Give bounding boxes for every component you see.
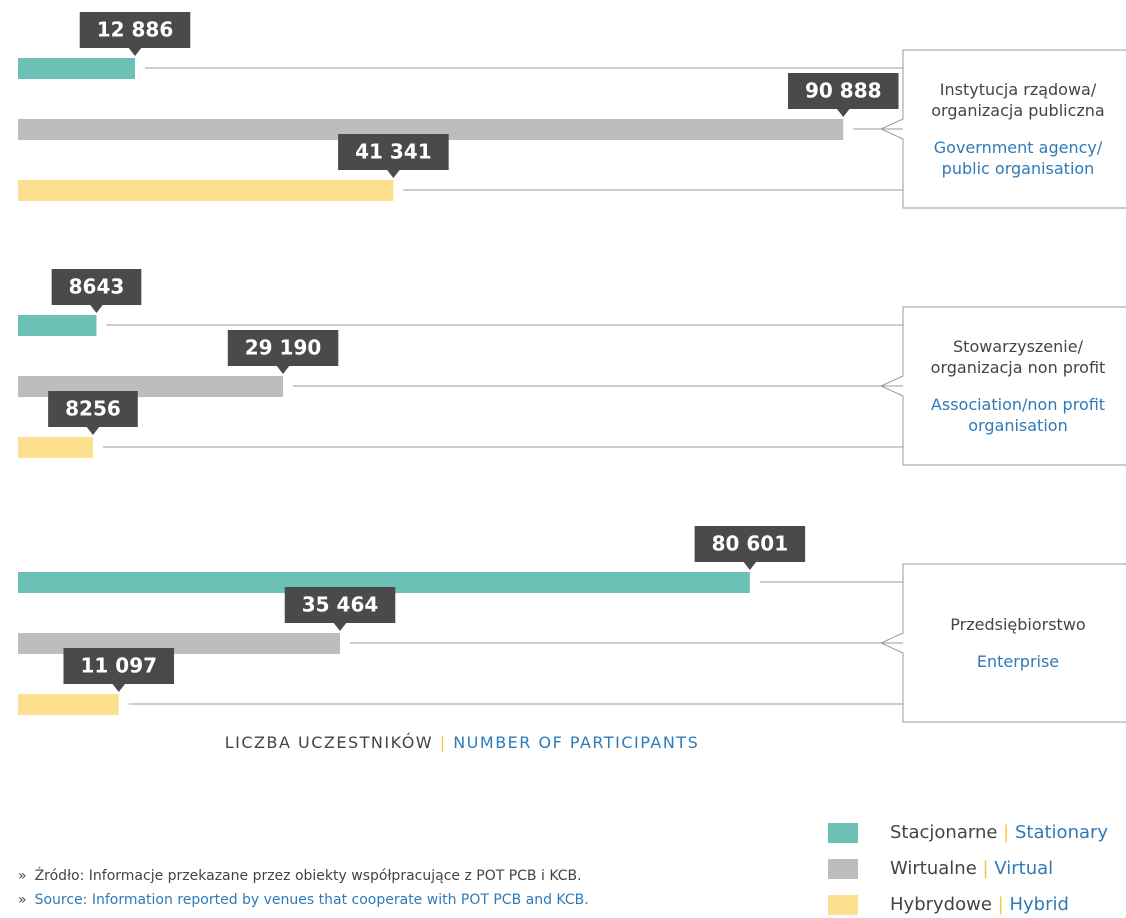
value-label: 41 341: [355, 140, 432, 164]
bar: [18, 572, 750, 593]
legend-name-en: Virtual: [994, 858, 1054, 879]
category-pl: Instytucja rządowa/ organizacja publiczn…: [931, 80, 1105, 120]
legend-entry: Stacjonarne | Stationary: [890, 822, 1108, 843]
value-label: 35 464: [302, 593, 379, 617]
callout-pointer: [128, 47, 143, 56]
value-label: 29 190: [245, 336, 322, 360]
value-label: 90 888: [805, 79, 882, 103]
legend-name: Hybrydowe: [890, 894, 992, 915]
bar: [18, 694, 119, 715]
separator: |: [439, 733, 447, 752]
bar: [18, 119, 844, 140]
value-label: 80 601: [712, 532, 789, 556]
callout-box: [694, 526, 806, 562]
bar: [18, 180, 394, 201]
separator: |: [997, 894, 1004, 915]
category-en: Enterprise: [976, 652, 1060, 671]
axis-title-pl: LICZBA UCZESTNIKÓW: [224, 733, 434, 752]
legend-swatch: [828, 823, 858, 843]
legend-entry: Hybrydowe | Hybrid: [890, 894, 1069, 915]
category-label: Stowarzyszenie/ organizacja non profit As…: [913, 307, 1123, 465]
source-text: Źródło: Informacje przekazane przez obie…: [34, 868, 582, 884]
category-label: Instytucja rządowa/ organizacja publiczn…: [913, 50, 1123, 208]
callout-box: [63, 648, 175, 684]
callout-box: [79, 12, 191, 48]
callout-pointer: [276, 365, 291, 374]
callout-box: [787, 73, 899, 109]
callout-pointer: [836, 108, 851, 117]
legend-name-en: Stationary: [1014, 822, 1109, 843]
callout-box: [338, 134, 449, 170]
bar: [18, 437, 93, 458]
legend-name: Stacjonarne: [890, 822, 998, 843]
legend-swatch: [828, 895, 858, 915]
callout-pointer: [111, 683, 126, 692]
bullet: »: [18, 892, 27, 908]
callout-pointer: [333, 622, 348, 631]
callout-pointer: [89, 304, 104, 313]
legend-swatch: [828, 859, 858, 879]
source-line: » Source: Information reported by venues …: [18, 892, 589, 908]
category-en: Government agency/ public organisation: [933, 138, 1103, 178]
value-label: 8643: [69, 275, 125, 299]
value-label: 11 097: [80, 654, 157, 678]
value-label: 8256: [65, 397, 121, 421]
value-label: 12 886: [97, 18, 174, 42]
callout-box: [51, 269, 142, 305]
callout-pointer: [386, 169, 401, 178]
legend-entry: Wirtualne | Virtual: [890, 858, 1053, 879]
legend-name-en: Hybrid: [1009, 894, 1069, 915]
separator: |: [982, 858, 989, 879]
axis-title-en: NUMBER OF PARTICIPANTS: [453, 733, 700, 752]
source-line: » Źródło: Informacje przekazane przez obi…: [18, 868, 582, 884]
bullet: »: [18, 868, 27, 884]
legend-name: Wirtualne: [890, 858, 977, 879]
axis-title: LICZBA UCZESTNIKÓW | NUMBER OF PARTICIPA…: [0, 733, 924, 752]
separator: |: [1003, 822, 1010, 843]
category-label: Przedsiębiorstwo Enterprise: [913, 564, 1123, 722]
callout-pointer: [85, 426, 100, 435]
bar: [18, 58, 136, 79]
source-text: Source: Information reported by venues t…: [34, 892, 589, 908]
callout-box: [284, 587, 396, 623]
category-pl: Stowarzyszenie/ organizacja non profit: [930, 337, 1106, 377]
callout-box: [227, 330, 339, 366]
callout-pointer: [742, 561, 757, 570]
callout-box: [48, 391, 138, 427]
category-pl: Przedsiębiorstwo: [950, 615, 1086, 634]
bar: [18, 315, 97, 336]
category-en: Association/non profit organisation: [930, 395, 1106, 435]
